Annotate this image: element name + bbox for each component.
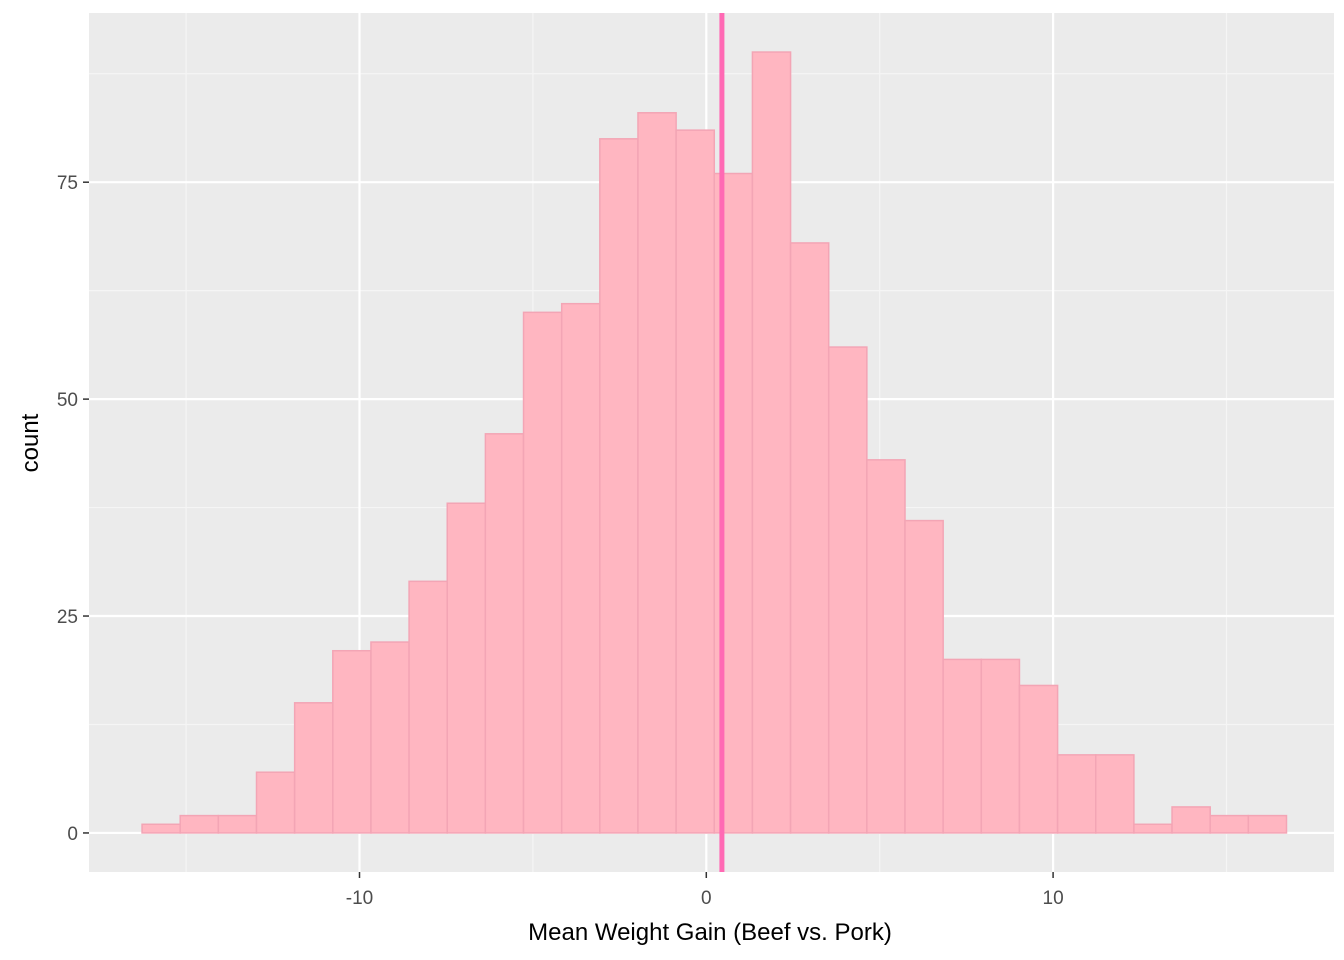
histogram-bar bbox=[484, 433, 525, 834]
y-axis-title: count bbox=[17, 413, 44, 472]
histogram-bar bbox=[827, 346, 868, 834]
histogram-bar bbox=[1209, 814, 1250, 834]
x-tick-label: 0 bbox=[701, 888, 712, 909]
histogram-bar bbox=[1133, 823, 1173, 834]
histogram-bar bbox=[675, 129, 716, 834]
histogram-bar bbox=[904, 519, 944, 834]
histogram-bar bbox=[1018, 684, 1059, 834]
histogram-bar bbox=[1247, 814, 1288, 834]
y-axis-ticks: 0 25 50 75 bbox=[57, 173, 89, 845]
histogram-bar bbox=[866, 459, 906, 834]
histogram-bar bbox=[293, 702, 334, 834]
histogram-bar bbox=[141, 823, 181, 834]
histogram-bar bbox=[446, 502, 487, 834]
histogram-bar bbox=[1095, 754, 1135, 834]
histogram-bar bbox=[217, 814, 258, 834]
y-tick-label: 50 bbox=[57, 390, 78, 411]
y-tick-label: 25 bbox=[57, 607, 78, 628]
y-tick-label: 75 bbox=[57, 173, 78, 194]
x-axis-title: Mean Weight Gain (Beef vs. Pork) bbox=[528, 919, 892, 946]
histogram-bar bbox=[980, 658, 1021, 834]
histogram-bar bbox=[408, 580, 448, 834]
histogram-bar bbox=[332, 649, 372, 834]
histogram-bar bbox=[179, 814, 220, 834]
x-axis-ticks: -10 0 10 bbox=[346, 872, 1064, 909]
histogram-bar bbox=[255, 771, 296, 834]
histogram-bar bbox=[751, 51, 792, 834]
x-tick-label: -10 bbox=[346, 888, 373, 909]
y-tick-label: 0 bbox=[67, 824, 78, 845]
histogram-bar bbox=[370, 641, 410, 834]
histogram-bar bbox=[522, 311, 563, 834]
histogram-bars bbox=[141, 51, 1288, 834]
histogram-bar bbox=[1171, 806, 1211, 834]
histogram-bar bbox=[637, 112, 677, 834]
histogram-bar bbox=[942, 658, 983, 834]
histogram-bar bbox=[560, 302, 601, 834]
histogram-bar bbox=[1056, 754, 1097, 834]
x-tick-label: 10 bbox=[1043, 888, 1064, 909]
histogram-bar bbox=[789, 242, 830, 834]
histogram-bar bbox=[599, 138, 639, 834]
